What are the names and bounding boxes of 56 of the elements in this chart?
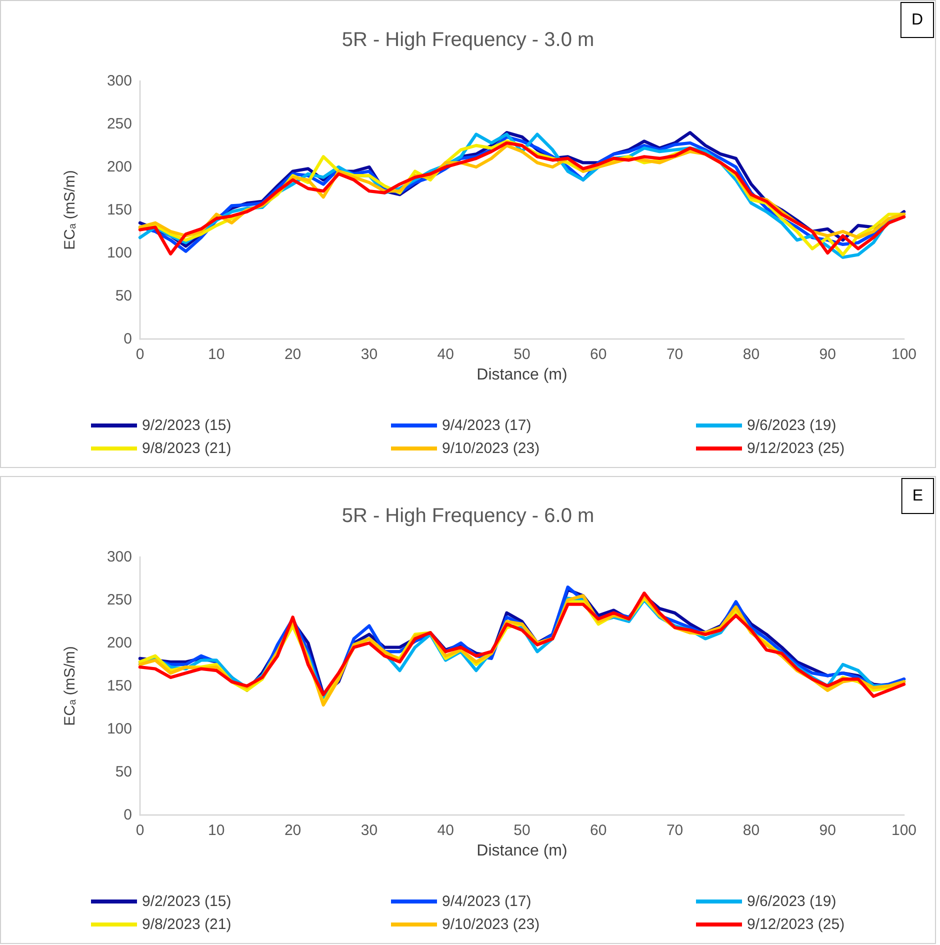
y-tick-label: 50	[115, 764, 132, 780]
x-tick-label: 100	[891, 822, 917, 839]
chart-title: 5R - High Frequency - 6.0 m	[342, 505, 594, 527]
x-tick-label: 10	[208, 346, 225, 363]
y-tick-label: 250	[106, 592, 132, 608]
x-tick-label: 60	[590, 822, 607, 839]
y-tick-label: 100	[106, 244, 132, 262]
legend-label: 9/8/2023 (21)	[142, 440, 232, 457]
legend-label: 9/4/2023 (17)	[442, 893, 532, 910]
x-axis-title: Distance (m)	[476, 842, 568, 860]
y-tick-label: 150	[106, 202, 132, 218]
y-tick-label: 300	[106, 548, 132, 566]
legend-label: 9/12/2023 (25)	[747, 916, 845, 933]
y-tick-label: 100	[106, 720, 132, 738]
x-tick-label: 80	[742, 822, 760, 839]
x-tick-label: 70	[666, 346, 684, 363]
legend-label: 9/2/2023 (15)	[142, 893, 232, 910]
x-tick-label: 90	[819, 822, 836, 839]
y-tick-label: 0	[124, 806, 132, 824]
x-tick-label: 0	[136, 346, 144, 363]
legend-label: 9/4/2023 (17)	[442, 417, 532, 434]
x-tick-label: 60	[590, 346, 607, 363]
x-tick-label: 0	[136, 822, 144, 839]
chart-title: 5R - High Frequency - 3.0 m	[342, 29, 594, 51]
x-tick-label: 30	[360, 346, 378, 363]
y-tick-label: 150	[106, 678, 132, 694]
y-tick-label: 200	[106, 158, 132, 176]
x-tick-label: 100	[891, 346, 917, 363]
y-axis-title: ECa (mS/m)	[62, 170, 78, 250]
y-tick-label: 250	[106, 116, 132, 132]
legend-label: 9/12/2023 (25)	[747, 440, 845, 457]
y-tick-label: 0	[124, 330, 132, 348]
x-tick-label: 30	[360, 822, 378, 839]
x-tick-label: 70	[666, 822, 684, 839]
text: E	[912, 488, 923, 504]
x-tick-label: 40	[437, 822, 454, 839]
y-axis-title: ECa (mS/m)	[62, 646, 78, 726]
x-tick-label: 20	[284, 346, 302, 363]
x-axis-title: Distance (m)	[476, 366, 568, 384]
y-tick-label: 300	[106, 72, 132, 90]
x-tick-label: 90	[819, 346, 836, 363]
x-tick-label: 40	[437, 346, 454, 363]
legend-label: 9/6/2023 (19)	[747, 893, 836, 910]
legend-label: 9/10/2023 (23)	[442, 916, 540, 933]
x-tick-label: 50	[514, 346, 530, 363]
y-tick-label: 50	[115, 288, 132, 304]
legend-label: 9/8/2023 (21)	[142, 916, 232, 933]
x-tick-label: 20	[284, 822, 302, 839]
text: D	[911, 12, 924, 28]
legend-label: 9/2/2023 (15)	[142, 417, 232, 434]
x-tick-label: 50	[514, 822, 530, 839]
x-tick-label: 10	[208, 822, 225, 839]
legend-label: 9/6/2023 (19)	[747, 417, 836, 434]
x-tick-label: 80	[742, 346, 760, 363]
y-tick-label: 200	[106, 634, 132, 652]
legend-label: 9/10/2023 (23)	[442, 440, 540, 457]
